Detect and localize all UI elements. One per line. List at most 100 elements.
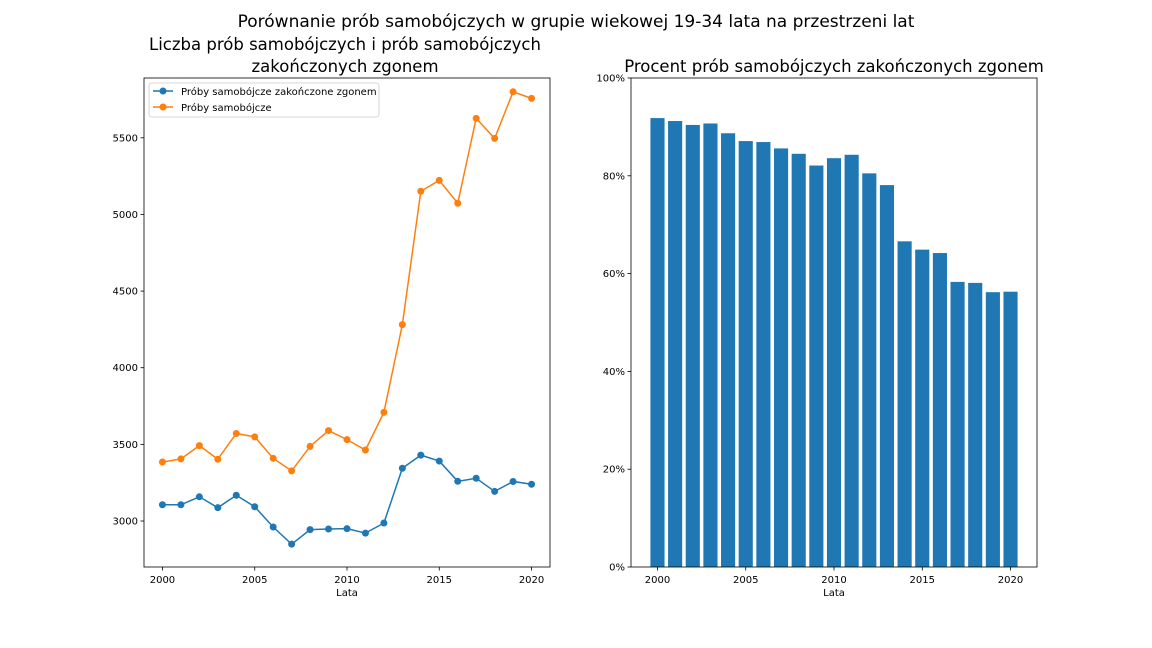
data-point-attempts [214, 455, 222, 463]
data-point-attempts [491, 134, 499, 142]
line-chart-axes: Liczba prób samobójczych i prób samobójc… [113, 35, 551, 599]
line-x-tick-label: 2020 [519, 575, 544, 586]
figure-suptitle: Porównanie prób samobójczych w grupie wi… [238, 12, 915, 32]
data-point-attempts [158, 458, 166, 466]
series-line-attempts [162, 90, 532, 472]
data-point-deaths [288, 540, 296, 548]
line-y-tick-label: 4000 [113, 363, 138, 374]
data-point-attempts [288, 467, 296, 475]
bar-2008 [791, 153, 806, 568]
data-point-attempts [528, 94, 536, 102]
data-point-attempts [251, 433, 259, 441]
bar-2020 [1003, 291, 1018, 567]
data-point-deaths [509, 477, 517, 485]
bar-2005 [738, 141, 753, 567]
bar-2000 [650, 118, 665, 568]
data-point-attempts [417, 187, 425, 195]
data-point-deaths [269, 523, 277, 531]
data-point-deaths [158, 501, 166, 509]
line-y-tick-label: 5000 [113, 210, 138, 221]
bar-y-tick-label: 100% [596, 74, 625, 85]
bar-chart-frame [630, 77, 1038, 568]
data-point-deaths [380, 519, 388, 527]
legend-label-deaths: Próby samobójcze zakończone zgonem [181, 86, 377, 98]
data-point-deaths [214, 504, 222, 512]
data-point-deaths [177, 501, 185, 509]
data-point-deaths [361, 529, 369, 537]
legend-box [148, 82, 380, 118]
bar-2007 [773, 148, 789, 567]
bar-2002 [685, 124, 700, 567]
bar-y-tick-label: 60% [603, 269, 625, 280]
bar-2012 [862, 173, 877, 568]
line-chart-title-line-2: zakończonych zgonem [251, 57, 438, 76]
bar-2015 [915, 249, 930, 567]
data-point-attempts [343, 436, 351, 444]
data-point-deaths [232, 491, 240, 499]
bar-y-tick-label: 0% [609, 563, 625, 574]
line-x-tick-label: 2005 [242, 575, 267, 586]
bar-2010 [826, 158, 842, 568]
data-point-deaths [195, 493, 203, 501]
line-y-tick-label: 5500 [113, 133, 138, 144]
data-point-attempts [269, 454, 277, 462]
data-point-attempts [472, 114, 480, 122]
bar-2011 [844, 154, 859, 567]
bar-x-tick-label: 2010 [821, 575, 846, 586]
bar-y-tick-label: 20% [603, 465, 625, 476]
legend-label-attempts: Próby samobójcze [181, 102, 272, 114]
data-point-attempts [509, 88, 517, 96]
bar-2001 [668, 121, 683, 568]
bar-chart-title: Procent prób samobójczych zakończonych z… [624, 57, 1044, 76]
bar-2013 [879, 185, 895, 567]
bar-x-tick-label: 2005 [733, 575, 758, 586]
data-point-deaths [528, 480, 536, 488]
data-point-attempts [454, 199, 462, 207]
line-x-tick-label: 2015 [427, 575, 452, 586]
data-point-deaths [306, 526, 314, 534]
data-point-deaths [435, 457, 443, 465]
data-point-attempts [398, 321, 406, 329]
bar-2006 [756, 142, 771, 567]
bar-chart-xlabel: Lata [823, 588, 845, 599]
bar-y-tick-label: 40% [603, 367, 625, 378]
data-point-deaths [251, 503, 259, 511]
line-x-tick-label: 2000 [150, 575, 175, 586]
data-point-deaths [325, 525, 333, 533]
bar-2004 [721, 133, 736, 567]
data-point-deaths [454, 477, 462, 485]
data-point-deaths [398, 464, 406, 472]
bar-x-tick-label: 2000 [645, 575, 670, 586]
line-y-tick-label: 3500 [113, 440, 138, 451]
data-point-attempts [361, 446, 369, 454]
bar-2018 [968, 282, 983, 567]
data-point-attempts [325, 427, 333, 435]
bar-2014 [897, 241, 912, 568]
line-x-tick-label: 2010 [334, 575, 359, 586]
data-point-attempts [380, 408, 388, 416]
bar-2016 [932, 253, 947, 567]
bar-chart-axes: Procent prób samobójczych zakończonych z… [596, 57, 1043, 599]
data-point-deaths [491, 487, 499, 495]
data-point-deaths [417, 451, 425, 459]
data-point-deaths [472, 474, 480, 482]
data-point-attempts [195, 442, 203, 450]
line-chart-title-line-1: Liczba prób samobójczych i prób samobójc… [149, 35, 541, 54]
legend-marker-deaths [159, 87, 167, 95]
line-chart-frame [143, 77, 551, 568]
bar-2019 [985, 292, 1000, 567]
bar-2009 [809, 165, 824, 567]
line-y-tick-label: 4500 [113, 287, 138, 298]
bar-x-tick-label: 2020 [998, 575, 1023, 586]
data-point-attempts [232, 429, 240, 437]
bar-2017 [950, 281, 965, 567]
data-point-attempts [435, 176, 443, 184]
line-chart-legend: Próby samobójcze zakończone zgonem Próby… [148, 82, 380, 118]
line-y-tick-label: 3000 [113, 517, 138, 528]
bar-x-tick-label: 2015 [910, 575, 935, 586]
data-point-deaths [343, 525, 351, 533]
bar-2003 [703, 123, 718, 568]
line-chart-xlabel: Lata [336, 588, 358, 599]
data-point-attempts [306, 442, 314, 450]
